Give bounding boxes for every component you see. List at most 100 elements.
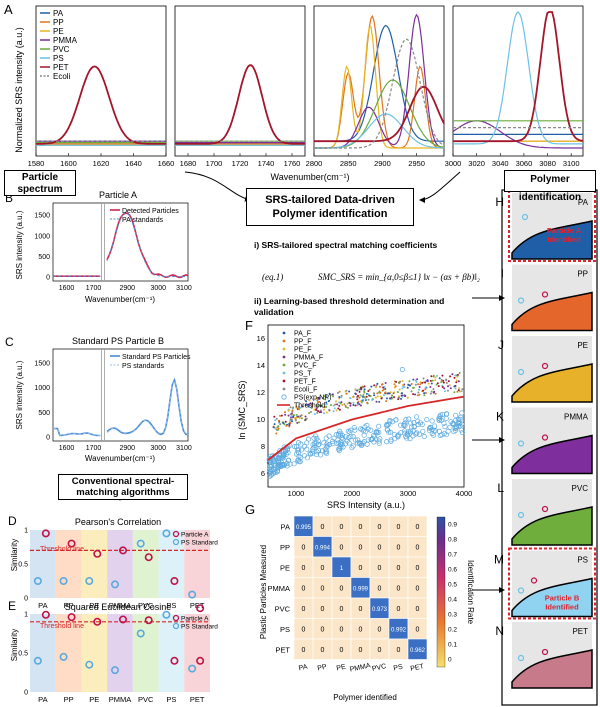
x-tick-label: 3100 <box>176 285 192 292</box>
feature-point <box>375 384 378 387</box>
feature-point <box>304 403 307 406</box>
panel-letter-a: A <box>4 2 13 17</box>
ps-exp-np-point <box>451 429 457 435</box>
ps-exp-np-point <box>270 457 276 463</box>
ps-exp-np-point <box>305 455 311 461</box>
feature-point <box>436 382 439 385</box>
ps-exp-np-point <box>364 441 370 447</box>
feature-point <box>292 406 295 409</box>
heatmap-cell-value: 0 <box>416 585 420 592</box>
feature-point <box>338 401 341 404</box>
feature-point <box>298 421 301 424</box>
feature-point <box>393 391 396 394</box>
ps-exp-np-point <box>429 418 435 424</box>
feature-point <box>332 395 335 398</box>
heatmap-cell-value: 0 <box>321 606 325 613</box>
ps-exp-np-point <box>420 428 426 434</box>
legend-label: Ecoli_F <box>294 387 317 394</box>
legend-label: PS(exp-NP) <box>294 395 331 402</box>
feature-point <box>273 423 276 426</box>
feature-point <box>394 385 397 388</box>
x-tick-label: 2000 <box>344 489 361 498</box>
feature-point <box>275 417 278 420</box>
panel-a-subplot-3: 2800 2850 2900 2950 <box>306 5 445 168</box>
feature-point <box>430 390 433 393</box>
panel-letter-l: L <box>497 481 504 495</box>
y-tick-label: 12 <box>257 388 265 397</box>
colorbar-tick-label: 0.8 <box>448 537 457 544</box>
y-tick-label: 0 <box>46 275 50 282</box>
panel-a-tick-label: 2900 <box>374 159 391 168</box>
panel-letter-g: G <box>245 502 255 517</box>
heatmap-cell-value: 0.973 <box>372 607 388 613</box>
identified-note: Identified <box>545 603 579 612</box>
row-label-pa: PA <box>281 522 290 531</box>
ps-exp-np-point <box>402 428 408 434</box>
ps-exp-np-point <box>402 420 408 426</box>
feature-point <box>280 414 283 417</box>
ps-exp-np-point <box>395 434 401 440</box>
ps-exp-np-point <box>455 417 461 423</box>
col-label-ps: PS <box>393 664 404 673</box>
feature-point <box>361 395 364 398</box>
feature-point <box>440 381 443 384</box>
ps-exp-np-point <box>342 434 349 440</box>
feature-point <box>421 381 424 384</box>
feature-point <box>285 424 288 427</box>
x-tick-label: 1600 <box>59 445 75 452</box>
heatmap-cell-value: 0 <box>302 544 306 551</box>
ps-exp-np-point <box>387 429 394 435</box>
feature-point <box>417 391 420 394</box>
feature-point <box>307 405 310 408</box>
class-region <box>511 434 593 475</box>
colorbar-tick-label: 0 <box>448 657 452 664</box>
heatmap-cell-value: 0 <box>321 647 325 654</box>
feature-point <box>295 406 298 409</box>
feature-point <box>367 393 370 396</box>
polymer-identification-box: Polymer identification <box>504 170 596 203</box>
panel-f-xlabel: SRS Intensity (a.u.) <box>327 500 405 510</box>
polymer-label: PS <box>577 556 588 565</box>
y-tick-label: 0.5 <box>18 651 28 658</box>
identified-note: Particle A <box>547 226 582 235</box>
heatmap-cell-value: 0.999 <box>353 586 369 592</box>
feature-point <box>388 397 391 400</box>
feature-point <box>429 385 432 388</box>
band-pet <box>184 530 210 598</box>
feature-point <box>296 421 299 424</box>
legend-marker-particle-a <box>172 614 180 622</box>
heatmap-cell-value: 0 <box>378 626 382 633</box>
polymer-identification-label: Polymer identification <box>518 174 582 203</box>
col-label-pvc: PVC <box>371 663 387 673</box>
feature-point <box>460 390 463 393</box>
panel-a-spectra: A Normalized SRS intensity (a.u.) 1580 16… <box>4 2 584 182</box>
feature-point <box>309 410 312 413</box>
panel-a-tick-label: 3080 <box>539 159 556 168</box>
heatmap-cell-value: 0 <box>416 544 420 551</box>
particle-a-point <box>144 553 153 562</box>
ps-exp-np-point <box>268 469 274 475</box>
feature-point <box>301 405 304 408</box>
ps-exp-np-point <box>370 433 377 439</box>
feature-point <box>295 416 298 419</box>
panel-a-tick-label: 2950 <box>408 159 425 168</box>
col-label-pa: PA <box>298 664 308 673</box>
feature-point <box>415 380 418 383</box>
panel-a-tick-label: 1740 <box>258 159 275 168</box>
band-pe <box>81 614 108 692</box>
panel-d-threshold-label: Threshold line <box>40 546 84 553</box>
equation-body: SMC_SRS = min_{α,0≤β≤1} ‖x − (αs + βb)‖₂ <box>318 272 480 282</box>
feature-point <box>334 403 337 406</box>
ps-exp-np-point <box>362 424 368 430</box>
feature-point <box>455 379 458 382</box>
panel-a-tick-label: 3100 <box>563 159 580 168</box>
feature-point <box>284 420 287 423</box>
feature-point <box>317 410 320 413</box>
heatmap-cell-value: 0 <box>397 606 401 613</box>
feature-point <box>330 404 333 407</box>
x-tick-label: 2900 <box>119 445 135 452</box>
ps-exp-np-point <box>361 439 367 445</box>
particle-a-point <box>67 613 76 622</box>
feature-point <box>319 409 322 412</box>
ps-exp-np-point <box>447 424 453 430</box>
